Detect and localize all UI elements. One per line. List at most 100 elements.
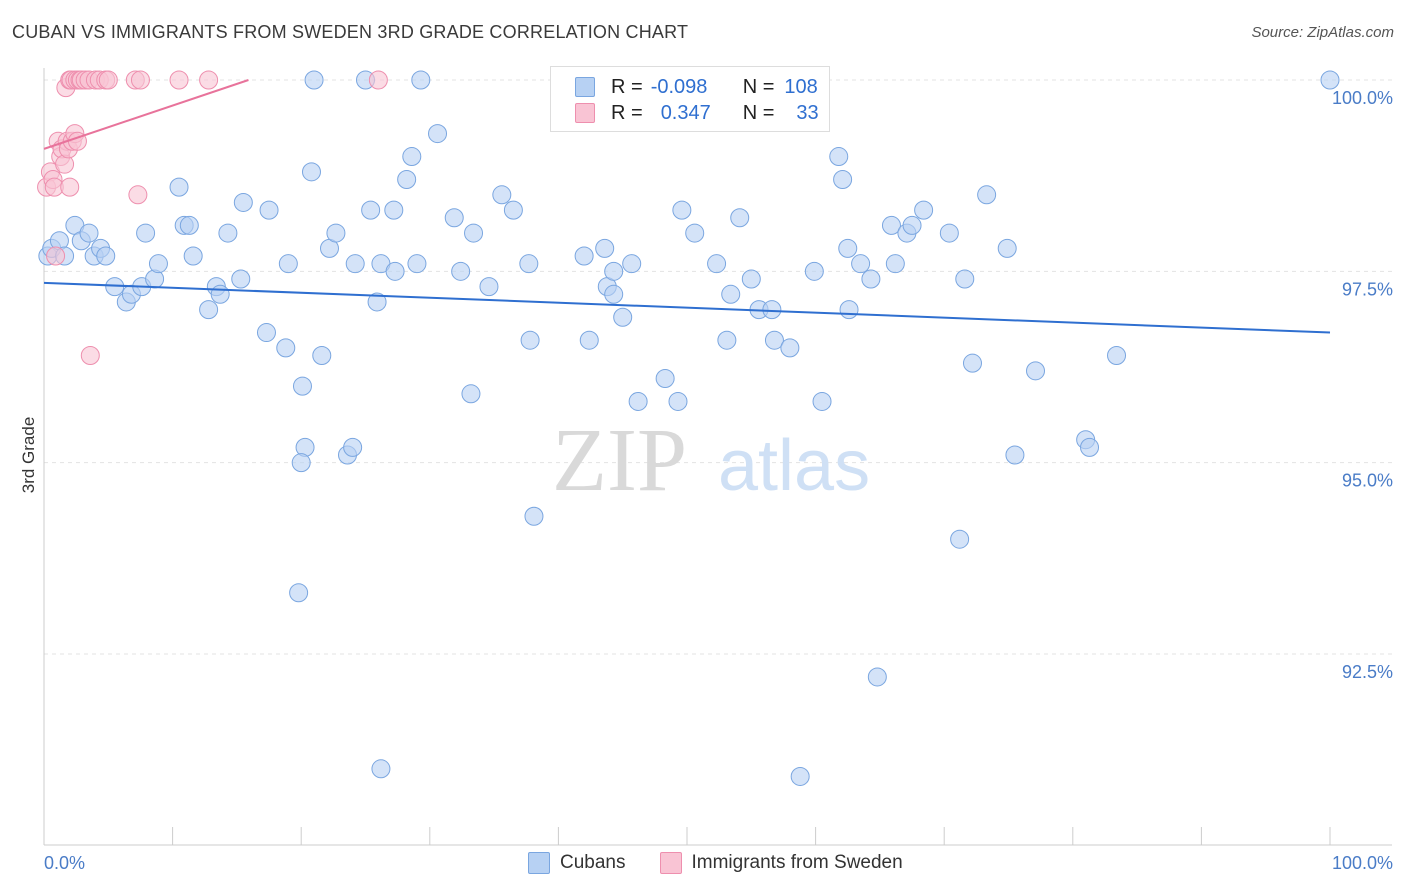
- cubans-point: [885, 254, 905, 274]
- cubans-point: [1107, 346, 1127, 366]
- series-legend-cubans: Cubans: [528, 852, 626, 874]
- cubans-point: [804, 261, 824, 281]
- cubans-point: [707, 254, 727, 274]
- legend-swatch-cubans: [575, 77, 595, 97]
- cubans-point: [914, 200, 934, 220]
- legend-n-label: N =: [742, 101, 775, 124]
- cubans-point: [579, 330, 599, 350]
- y-axis-label: 3rd Grade: [19, 417, 38, 494]
- cubans-point: [520, 330, 540, 350]
- cubans-point: [1080, 437, 1100, 457]
- cubans-point: [259, 200, 279, 220]
- cubans-point: [183, 246, 203, 266]
- cubans-point: [881, 215, 901, 235]
- cubans-point: [385, 261, 405, 281]
- cubans-point: [148, 254, 168, 274]
- grid-lines: [44, 79, 1392, 655]
- cubans-point: [628, 391, 648, 411]
- sweden-point: [98, 70, 118, 90]
- cubans-point: [838, 238, 858, 258]
- sweden-point: [169, 70, 189, 90]
- sweden-point: [199, 70, 219, 90]
- watermark-atlas: atlas: [718, 426, 870, 506]
- correlation-legend: R = -0.098 N = 108 R = 0.347 N = 33: [550, 66, 830, 132]
- cubans-point: [169, 177, 189, 197]
- sweden-point: [60, 177, 80, 197]
- cubans-point: [762, 300, 782, 320]
- cubans-point: [950, 529, 970, 549]
- cubans-point: [384, 200, 404, 220]
- cubans-point: [444, 208, 464, 228]
- cubans-point: [179, 215, 199, 235]
- source-label: Source: ZipAtlas.com: [1251, 24, 1394, 41]
- cubans-point: [304, 70, 324, 90]
- sweden-point: [80, 346, 100, 366]
- cubans-point: [780, 338, 800, 358]
- cubans-point: [407, 254, 427, 274]
- legend-swatch-sweden: [575, 103, 595, 123]
- series-legend: Cubans Immigrants from Sweden: [528, 852, 937, 874]
- series-swatch-cubans: [528, 852, 550, 874]
- y-tick-label: 95.0%: [1342, 471, 1393, 491]
- cubans-point: [464, 223, 484, 243]
- series-swatch-sweden: [659, 852, 682, 874]
- cubans-point: [833, 169, 853, 189]
- cubans-point: [902, 215, 922, 235]
- cubans-point: [136, 223, 156, 243]
- cubans-point: [367, 292, 387, 312]
- sweden-trend-line: [43, 79, 249, 150]
- sweden-point: [128, 185, 148, 205]
- cubans-point: [574, 246, 594, 266]
- y-tick-labels: 100.0% 97.5% 95.0% 92.5%: [1332, 88, 1393, 682]
- x-tick-label-min: 0.0%: [44, 853, 85, 873]
- cubans-point: [276, 338, 296, 358]
- cubans-point: [622, 254, 642, 274]
- cubans-point: [604, 284, 624, 304]
- cubans-point: [604, 261, 624, 281]
- cubans-point: [730, 208, 750, 228]
- sweden-point: [130, 70, 150, 90]
- cubans-point: [741, 269, 761, 289]
- cubans-point: [595, 238, 615, 258]
- legend-r-label: R =: [611, 75, 643, 98]
- cubans-point: [867, 667, 887, 687]
- cubans-point: [939, 223, 959, 243]
- cubans-trend-line: [43, 281, 1331, 334]
- sweden-point: [368, 70, 388, 90]
- cubans-point: [955, 269, 975, 289]
- cubans-point: [1005, 445, 1025, 465]
- cubans-point: [233, 192, 253, 212]
- cubans-point: [292, 376, 312, 396]
- cubans-point: [851, 254, 871, 274]
- x-tick-marks: [43, 827, 1331, 845]
- cubans-point: [503, 200, 523, 220]
- cubans-point: [829, 147, 849, 167]
- legend-r-value: 0.347: [660, 101, 711, 124]
- cubans-point: [451, 261, 471, 281]
- cubans-point: [256, 323, 276, 343]
- y-tick-label: 100.0%: [1332, 88, 1393, 108]
- cubans-point: [717, 330, 737, 350]
- cubans-point: [326, 223, 346, 243]
- legend-row-sweden: R = 0.347 N = 33: [575, 101, 819, 125]
- legend-n-label: N =: [742, 75, 775, 98]
- legend-row-cubans: R = -0.098 N = 108: [575, 75, 818, 99]
- cubans-point: [79, 223, 99, 243]
- cubans-point: [96, 246, 116, 266]
- cubans-point: [289, 583, 309, 603]
- cubans-point: [345, 254, 365, 274]
- sweden-point: [46, 246, 66, 266]
- cubans-point: [210, 284, 230, 304]
- cubans-point: [613, 307, 633, 327]
- cubans-point: [655, 368, 675, 388]
- cubans-point: [343, 437, 363, 457]
- series-label-sweden: Immigrants from Sweden: [691, 852, 903, 873]
- y-tick-label: 97.5%: [1342, 279, 1393, 299]
- cubans-point: [977, 185, 997, 205]
- chart-title: CUBAN VS IMMIGRANTS FROM SWEDEN 3RD GRAD…: [12, 22, 689, 42]
- cubans-point: [685, 223, 705, 243]
- cubans-point: [1026, 361, 1046, 381]
- cubans-point: [231, 269, 251, 289]
- cubans-point: [371, 759, 391, 779]
